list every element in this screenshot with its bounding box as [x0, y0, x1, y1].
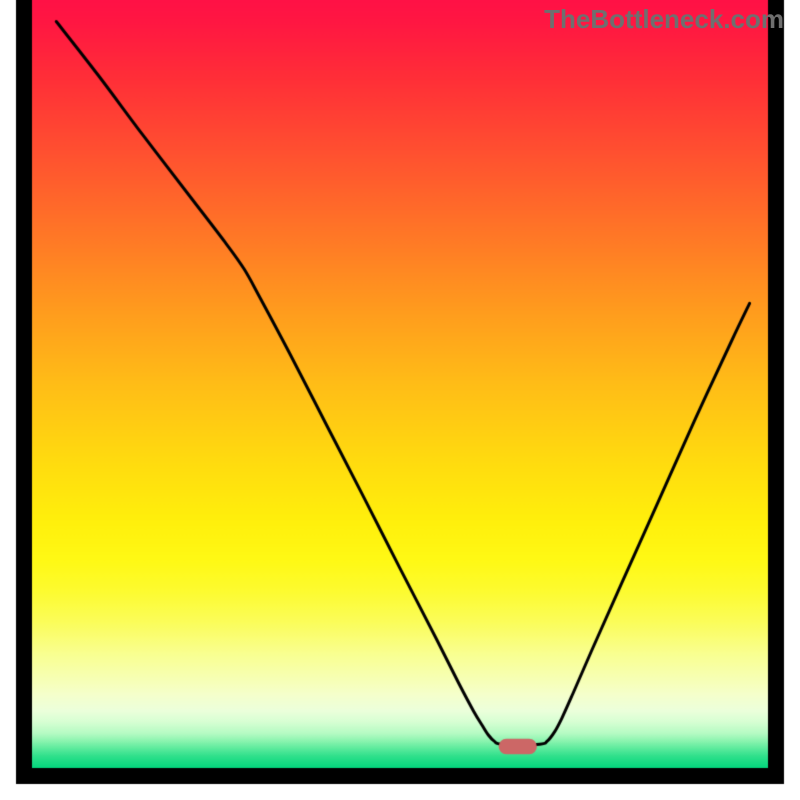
watermark-text: TheBottleneck.com — [544, 4, 784, 35]
bottleneck-chart-canvas — [0, 0, 800, 800]
chart-container: TheBottleneck.com — [0, 0, 800, 800]
